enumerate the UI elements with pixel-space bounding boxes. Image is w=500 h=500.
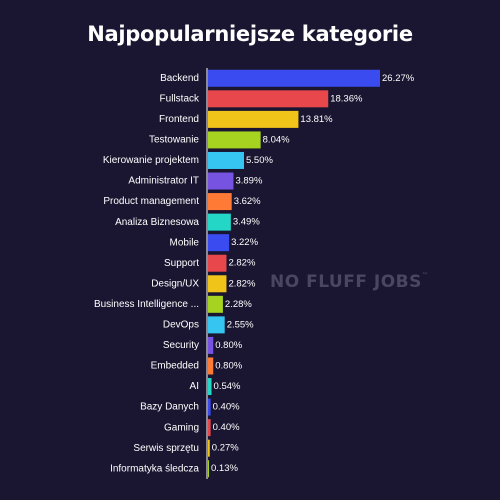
value-label: 0.80% [215,340,242,351]
value-label: 0.54% [214,381,241,392]
category-label: Gaming [164,422,199,433]
bar [208,69,380,87]
bar [208,357,214,375]
value-label: 18.36% [330,93,363,104]
category-label: Business Intelligence ... [94,299,199,310]
category-label: Kierowanie projektem [103,155,199,166]
category-label: Product management [103,196,199,207]
value-label: 0.40% [213,422,240,433]
category-label: Fullstack [160,93,200,104]
bar [208,213,231,231]
bar [208,295,223,313]
watermark-logo: NO FLUFF JOBS™ [270,272,428,292]
category-label: Security [163,340,199,351]
category-label: Mobile [170,237,200,248]
bar [208,254,227,272]
bar [208,336,214,354]
bar [208,275,227,293]
watermark-text: NO FLUFF JOBS [270,272,422,292]
category-label: Analiza Biznesowa [115,217,199,228]
value-label: 13.81% [300,114,333,125]
value-label: 3.62% [234,196,261,207]
category-label: AI [190,381,199,392]
category-label: Bazy Danych [140,402,199,413]
value-label: 2.82% [228,278,255,289]
bar [208,439,210,457]
bar [208,398,211,416]
category-label: Informatyka śledcza [110,463,199,474]
bar [208,110,299,128]
value-label: 3.89% [235,176,262,187]
watermark-tm: ™ [421,272,429,279]
bar [208,378,212,396]
value-label: 3.22% [231,237,258,248]
value-label: 2.82% [228,258,255,269]
category-label: Administrator IT [128,176,199,187]
bar [208,419,211,437]
value-label: 0.13% [211,463,238,474]
category-label: Support [164,258,199,269]
bar [208,90,329,108]
value-label: 5.50% [246,155,273,166]
category-label: Embedded [151,361,199,372]
value-label: 0.27% [212,443,239,454]
category-label: DevOps [163,320,199,331]
bar [208,316,225,334]
value-label: 3.49% [233,217,260,228]
value-label: 26.27% [382,73,415,84]
bar [208,151,245,169]
category-label: Serwis sprzętu [133,443,199,454]
category-label: Frontend [159,114,199,125]
value-label: 0.40% [213,402,240,413]
bar [208,131,261,149]
chart-title: Najpopularniejsze kategorie [87,22,413,46]
bar [208,193,232,211]
value-label: 0.80% [215,360,242,371]
category-label: Design/UX [151,278,199,289]
category-label: Testowanie [149,135,199,146]
value-label: 2.28% [225,299,252,310]
category-label: Backend [160,73,199,84]
bar [208,172,234,190]
bar [208,234,230,252]
value-label: 2.55% [227,319,254,330]
value-label: 8.04% [263,134,290,145]
bar [208,460,209,478]
